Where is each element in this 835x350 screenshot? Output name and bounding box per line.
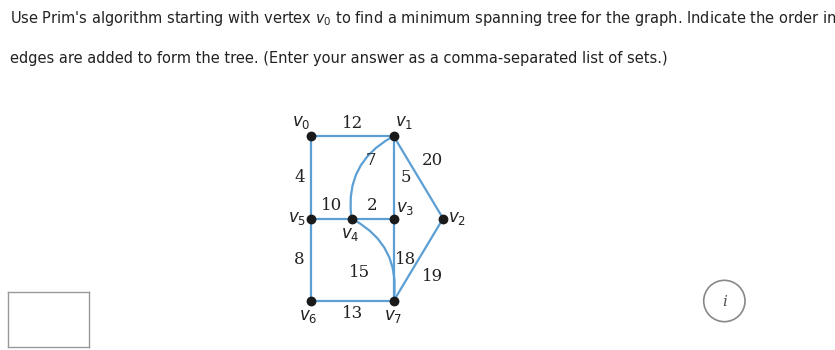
Point: [387, 216, 400, 221]
Point: [305, 133, 318, 139]
Text: 10: 10: [321, 197, 342, 214]
Text: 7: 7: [366, 152, 376, 169]
Point: [305, 216, 318, 221]
Text: 15: 15: [349, 264, 371, 281]
Point: [437, 216, 450, 221]
Text: $v_3$: $v_3$: [397, 200, 415, 217]
Text: Use Prim's algorithm starting with vertex $v_0$ to find a minimum spanning tree : Use Prim's algorithm starting with verte…: [10, 9, 835, 28]
Point: [345, 216, 358, 221]
Point: [387, 298, 400, 304]
Text: $v_7$: $v_7$: [384, 308, 402, 325]
Text: $v_4$: $v_4$: [342, 225, 360, 243]
Text: 19: 19: [422, 268, 443, 285]
Text: $v_1$: $v_1$: [395, 114, 412, 131]
Text: 2: 2: [367, 197, 378, 214]
Text: 4: 4: [294, 169, 305, 186]
Text: $v_0$: $v_0$: [292, 114, 311, 131]
Text: $v_5$: $v_5$: [288, 210, 306, 227]
Text: 18: 18: [395, 251, 416, 268]
Text: $v_2$: $v_2$: [448, 210, 466, 227]
Text: 5: 5: [400, 169, 411, 186]
Text: edges are added to form the tree. (Enter your answer as a comma-separated list o: edges are added to form the tree. (Enter…: [10, 51, 668, 66]
Text: i: i: [722, 295, 726, 309]
Text: $v_6$: $v_6$: [299, 308, 318, 325]
Point: [305, 298, 318, 304]
Point: [387, 133, 400, 139]
Text: 8: 8: [294, 251, 305, 268]
Text: 13: 13: [342, 305, 363, 322]
Text: 20: 20: [422, 152, 443, 169]
Text: 12: 12: [342, 115, 363, 132]
